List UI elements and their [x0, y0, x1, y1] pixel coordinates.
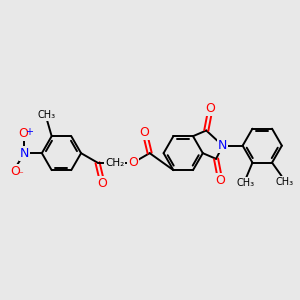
Text: O: O [10, 165, 20, 178]
Text: O: O [98, 177, 107, 190]
Text: O: O [128, 156, 138, 169]
Text: O: O [205, 102, 215, 115]
Text: +: + [25, 127, 33, 137]
Text: N: N [218, 139, 227, 152]
Text: CH₃: CH₃ [236, 178, 255, 188]
Text: CH₃: CH₃ [38, 110, 56, 120]
Text: O: O [18, 127, 28, 140]
Text: N: N [20, 147, 29, 160]
Text: O: O [140, 126, 150, 139]
Text: CH₃: CH₃ [275, 177, 293, 187]
Text: O: O [215, 175, 225, 188]
Text: ⁻: ⁻ [17, 170, 23, 180]
Text: CH₂: CH₂ [105, 158, 124, 168]
